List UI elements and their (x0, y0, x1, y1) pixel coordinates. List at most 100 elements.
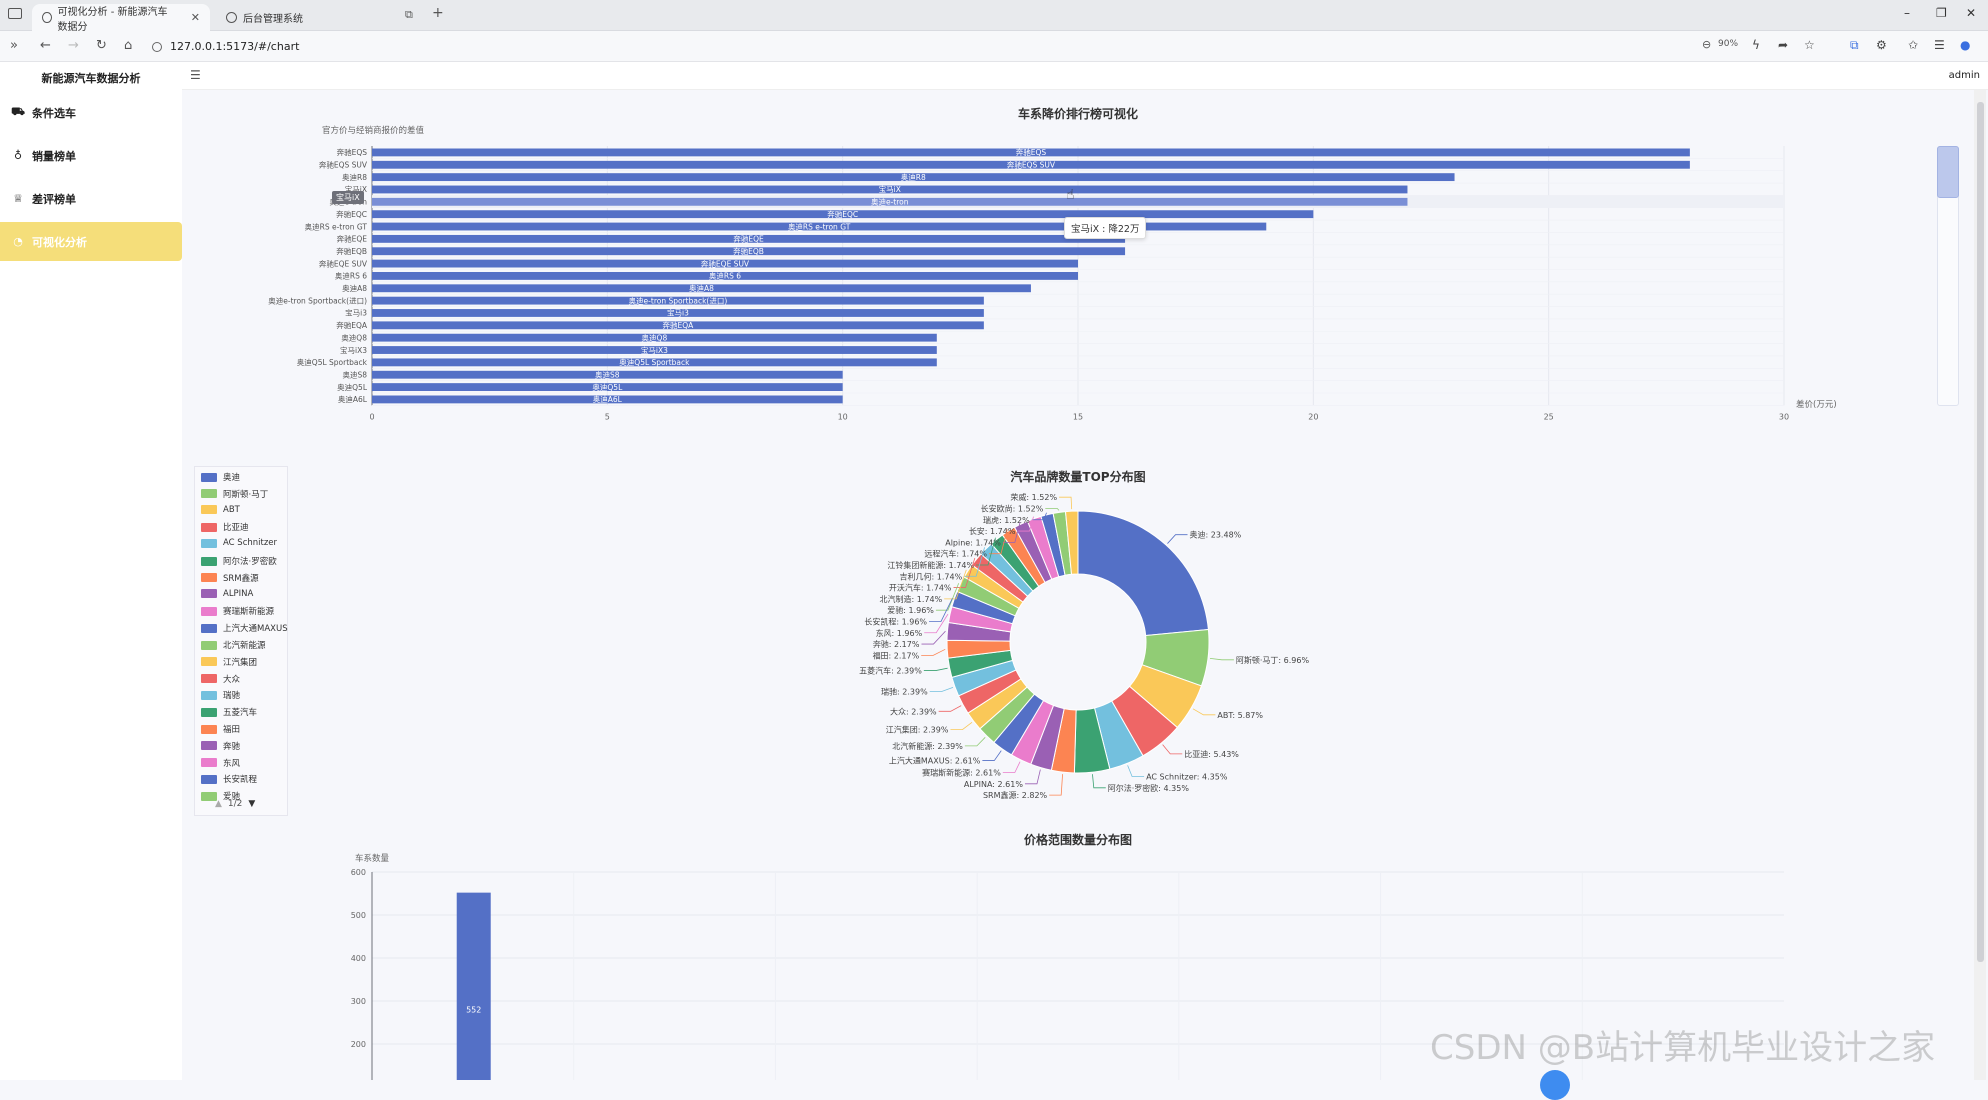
legend-item[interactable]: 上汽大通MAXUS (201, 622, 288, 634)
profile-icon[interactable]: ● (1960, 38, 1971, 52)
legend-swatch (201, 489, 217, 499)
share-icon[interactable]: ➦ (1778, 38, 1789, 52)
sidebar-item-visual-analysis[interactable]: ◔ 可视化分析 (0, 222, 182, 261)
sidebar-item-bad-review-rank[interactable]: ♕ 差评榜单 (0, 179, 182, 218)
legend-item[interactable]: 江汽集团 (201, 656, 257, 668)
float-action-icon[interactable] (1540, 1070, 1570, 1100)
legend-item[interactable]: AC Schnitzer (201, 538, 277, 548)
legend-item[interactable]: SRM鑫源 (201, 572, 259, 584)
window-close-icon[interactable]: ✕ (1966, 6, 1977, 20)
page-scrollbar-thumb[interactable] (1977, 102, 1984, 962)
menu-icon[interactable]: ☰ (1934, 38, 1945, 52)
address-toolbar: » ← → ↻ ⌂ 127.0.0.1:5173/#/chart ⊖ 90% ϟ… (0, 31, 1988, 62)
legend-label: 江汽集团 (223, 657, 258, 668)
pie-label-line (1002, 522, 1021, 543)
legend-item[interactable]: ALPINA (201, 589, 253, 599)
zoom-icon[interactable]: ⊖ (1702, 38, 1712, 51)
pie-slice-阿尔法·罗密欧 (1073, 707, 1111, 774)
pie-label: SRM鑫源: 2.82% (983, 790, 1048, 800)
pie-label-line (938, 705, 962, 712)
legend-item[interactable]: ABT (201, 505, 240, 515)
user-name[interactable]: admin (1948, 70, 1980, 81)
legend-item[interactable]: 福田 (201, 723, 240, 735)
pie-label-line (921, 630, 946, 645)
minimize-icon[interactable]: – (1904, 6, 1910, 20)
tab-admin-system[interactable]: 后台管理系统 (216, 4, 386, 31)
home-icon[interactable]: ⌂ (124, 38, 133, 53)
pie-label-line (982, 750, 1002, 761)
bar-data-label: 奔驰EQE (733, 234, 764, 244)
chart1-xlabel: 差价(万元) (1796, 400, 1837, 410)
trophy-icon: ♕ (13, 192, 23, 205)
chart2-title: 汽车品牌数量TOP分布图 (1010, 470, 1146, 484)
sidebar-item-car-filter[interactable]: ⛟ 条件选车 (0, 93, 182, 132)
bar-data-label: 奥迪A8 (689, 283, 714, 293)
bar-奥迪Q8 (372, 333, 937, 342)
collapse-menu-icon[interactable]: ☰ (190, 68, 201, 82)
bar-奥迪A6L (372, 395, 843, 404)
legend-item[interactable]: 长安凯程 (201, 773, 257, 785)
legend-next-icon[interactable]: ▼ (248, 799, 256, 809)
legend-item[interactable]: 东风 (201, 757, 240, 769)
bookmarks-icon[interactable]: ✩ (1908, 38, 1919, 52)
back-icon[interactable]: ← (40, 38, 51, 53)
legend-label: 东风 (223, 758, 241, 769)
pie-label-line (924, 613, 949, 634)
legend-item[interactable]: 瑞驰 (201, 689, 240, 701)
sidebar-item-label: 条件选车 (32, 106, 76, 120)
url-field[interactable]: 127.0.0.1:5173/#/chart (152, 35, 1832, 58)
legend-item[interactable]: 阿尔法·罗密欧 (201, 555, 277, 567)
pie-slice-比亚迪 (1111, 685, 1178, 757)
chevrons-icon[interactable]: » (10, 38, 18, 53)
legend-label: AC Schnitzer (223, 538, 278, 549)
legend-item[interactable]: 爱驰 (201, 790, 240, 802)
tab-label: 后台管理系统 (243, 14, 303, 25)
legend-prev-icon[interactable]: ▲ (215, 799, 222, 809)
reload-icon[interactable]: ↻ (96, 38, 107, 53)
favorite-icon[interactable]: ☆ (1804, 38, 1815, 52)
legend-item[interactable]: 大众 (201, 673, 240, 685)
x-tick-label: 15 (1073, 412, 1083, 421)
pie-label: 五菱汽车: 2.39% (859, 666, 922, 676)
extensions-icon[interactable]: ⚙ (1876, 38, 1887, 52)
app-brand: 新能源汽车数据分析 (41, 72, 141, 85)
chart1-title: 车系降价排行榜可视化 (1017, 107, 1138, 121)
datazoom-handle[interactable] (1937, 146, 1959, 198)
pie-label-line (1209, 657, 1234, 661)
new-tab-icon[interactable]: + (432, 5, 444, 21)
y-tick-label: 400 (351, 954, 366, 963)
legend-item[interactable]: 赛瑞斯新能源 (201, 605, 274, 617)
pie-label-line (950, 722, 973, 731)
pie-slice-大众 (957, 669, 1022, 714)
legend-item[interactable]: 奥迪 (201, 471, 240, 483)
pie-label: 瑞驰: 2.39% (881, 687, 928, 697)
pie-legend: 奥迪阿斯顿·马丁 ABT 比亚迪 AC Schnitzer 阿尔法·罗密欧 SRM鑫源 AL… (194, 466, 288, 816)
close-icon[interactable]: ✕ (190, 11, 200, 24)
sidebar-item-sales-rank[interactable]: ♁ 销量榜单 (0, 136, 182, 175)
sidebar-toggle-icon[interactable] (8, 8, 22, 19)
restore-icon[interactable]: ❐ (1936, 6, 1947, 20)
legend-item[interactable]: 比亚迪 (201, 521, 249, 533)
legend-item[interactable]: 五菱汽车 (201, 706, 257, 718)
bar-tooltip: 宝马iX : 降22万 (1064, 217, 1147, 239)
legend-item[interactable]: 北汽新能源 (201, 639, 266, 651)
lightning-icon[interactable]: ϟ (1752, 38, 1760, 52)
legend-item[interactable]: 奔驰 (201, 740, 240, 752)
pie-label: ALPINA: 2.61% (964, 780, 1023, 789)
legend-item[interactable]: 阿斯顿·马丁 (201, 488, 268, 500)
translate-icon[interactable]: ⧉ (1850, 38, 1859, 52)
legend-swatch (201, 472, 217, 482)
legend-swatch (201, 505, 217, 515)
pie-label-line (1059, 496, 1073, 510)
hover-axis-label: 宝马iX (332, 191, 364, 204)
chart1-subtitle: 官方价与经销商报价的差值 (322, 126, 425, 136)
top-header: ☰ admin (182, 62, 1988, 90)
site-info-icon[interactable] (152, 41, 162, 52)
pie-label: 东风: 1.96% (876, 628, 923, 638)
forward-icon[interactable]: → (68, 38, 79, 53)
tab-search-icon[interactable]: ⧉ (405, 8, 413, 21)
bar-data-label: 奥迪RS e-tron GT (788, 221, 851, 231)
x-tick-label: 25 (1544, 412, 1554, 421)
tab-visual-analysis[interactable]: 可视化分析 - 新能源汽车数据分 ✕ (32, 4, 210, 33)
y-tick-label: 奔驰EQS (337, 147, 368, 157)
